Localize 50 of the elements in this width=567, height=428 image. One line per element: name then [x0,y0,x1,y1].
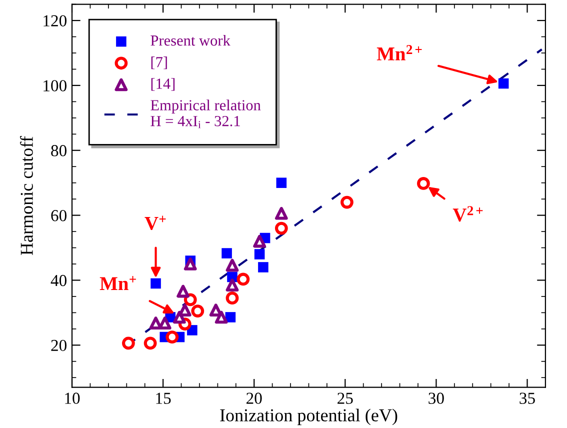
y-tick-label: 80 [51,145,67,156]
y-tick-label: 120 [44,15,67,26]
point [209,304,222,317]
point [258,262,268,272]
point [191,304,204,318]
point [253,234,266,248]
point [222,248,232,258]
legend-label: Empirical relation H = 4xI$_{i}$ - 32.1 [150,100,261,128]
annotation: Mn$^{2+}$ [376,45,422,60]
point [226,292,239,305]
y-tick-label: 100 [44,80,67,92]
point [214,310,228,324]
legend-label: Present work [150,34,230,46]
point [498,78,509,89]
annotation: V$^{2+}$ [452,206,483,222]
point [184,293,197,306]
point [226,278,239,292]
y-tick-label: 60 [51,210,67,222]
annotation: V$^{+}$ [144,216,166,230]
y-tick-label: 20 [51,340,67,352]
x-tick-label: 15 [156,392,171,404]
point [166,330,179,344]
legend-label: [14] [151,78,175,91]
point [149,316,162,330]
point [176,284,190,298]
point [254,249,265,260]
x-tick-label: 25 [338,392,353,404]
annotation: Mn$^{+}$ [100,276,136,290]
point [340,196,354,209]
point [276,178,287,188]
x-axis-title: Ionization potential (eV) [220,408,398,426]
x-tick-label: 30 [428,392,444,404]
point [417,177,430,190]
x-tick-label: 10 [65,392,80,404]
legend-label: [7] [151,56,167,70]
x-tick-label: 20 [246,392,262,404]
x-tick-label: 35 [520,392,535,404]
y-tick-label: 40 [50,274,67,286]
point [226,258,239,272]
point [184,258,197,270]
point [150,278,161,289]
point [122,336,135,350]
point [178,304,192,317]
point [236,272,250,286]
point [144,336,157,350]
point [225,312,236,322]
point [158,316,172,330]
point [274,222,288,235]
y-axis-title: Harmonic cutoff [20,136,33,256]
point [274,206,288,220]
